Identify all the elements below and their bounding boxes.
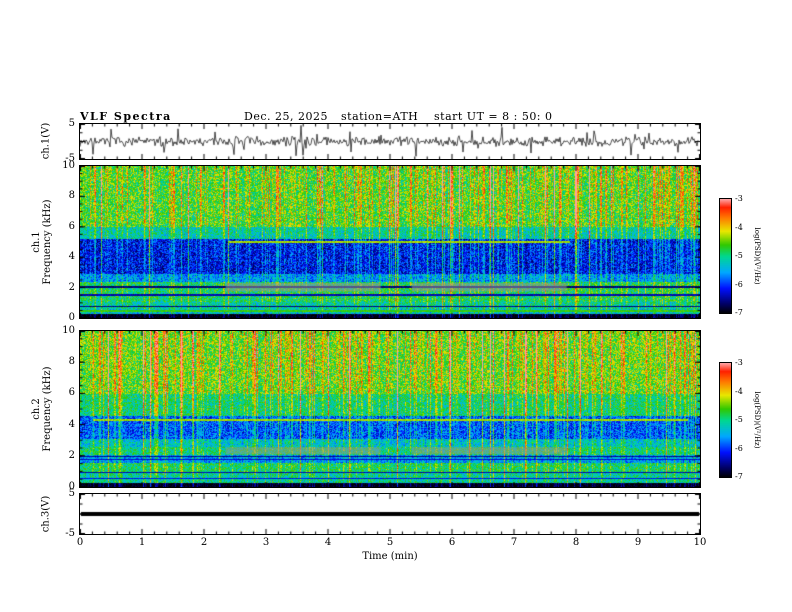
plot-title: VLF Spectra (80, 110, 172, 123)
x-tick-label: 9 (634, 537, 642, 548)
x-tick-label: 3 (262, 537, 270, 548)
ch2-frequency-tick-label: 0 (68, 481, 75, 492)
ch3-voltage-tick-label: -5 (65, 528, 75, 539)
plot-date: Dec. 25, 2025 (244, 110, 328, 123)
ch1-voltage-axis-label: ch.1(V) (40, 122, 52, 160)
x-tick-label: 4 (324, 537, 332, 548)
ch3-waveform-canvas (80, 494, 700, 534)
ch3-voltage-axis-label: ch.3(V) (40, 495, 52, 533)
colorbar-tick-label: -7 (735, 308, 743, 317)
ch2-frequency-tick-label: 8 (68, 356, 75, 368)
colorbar-2-canvas (720, 363, 731, 477)
ch1-spectrogram-canvas (80, 166, 700, 318)
colorbar-tick-label: -4 (735, 386, 743, 396)
ch1-frequency-axis-label: ch.1 Frequency (kHz) (31, 199, 53, 284)
plot-start-ut: start UT = 8 : 50: 0 (434, 110, 553, 123)
time-axis-label: Time (min) (362, 551, 418, 562)
x-tick-label: 1 (138, 537, 146, 548)
ch2-frequency-tick-label: 6 (68, 387, 75, 399)
x-tick-label: 5 (386, 537, 394, 548)
ch2-frequency-axis-label-line1: ch.2 (31, 398, 42, 420)
x-tick-label: 0 (76, 537, 84, 548)
x-tick-label: 10 (693, 537, 707, 548)
ch1-frequency-tick-label: 6 (68, 220, 75, 232)
x-tick-label: 6 (448, 537, 456, 548)
ch1-voltage-tick-label: -5 (65, 153, 75, 164)
ch1-frequency-tick-label: 2 (68, 281, 75, 293)
colorbar-2-label: log(PSD)(V²/Hz) (753, 391, 761, 449)
ch1-spectrogram-panel (79, 165, 701, 319)
colorbar-tick-label: -6 (735, 279, 743, 289)
x-tick-label: 8 (572, 537, 580, 548)
colorbar-1-label: log(PSD)(V²/Hz) (753, 227, 761, 285)
ch1-frequency-tick-label: 4 (68, 251, 75, 263)
colorbar-tick-label: -4 (735, 222, 743, 232)
colorbar-tick-label: -5 (735, 415, 743, 424)
x-tick-label: 2 (200, 537, 208, 548)
colorbar-tick-label: -5 (735, 251, 743, 260)
ch2-frequency-tick-label: 2 (68, 449, 75, 461)
colorbar-1 (719, 198, 732, 314)
colorbar-tick-label: -6 (735, 443, 743, 453)
colorbar-1-canvas (720, 199, 731, 313)
colorbar-tick-label: -3 (735, 358, 743, 367)
ch3-voltage-tick-label: 5 (68, 488, 75, 499)
ch1-frequency-tick-label: 10 (62, 160, 75, 171)
colorbar-tick-label: -3 (735, 194, 743, 203)
ch2-spectrogram-panel (79, 330, 701, 488)
ch1-frequency-axis-label-line2: Frequency (kHz) (42, 199, 53, 285)
colorbar-tick-label: -7 (735, 472, 743, 481)
plot-station: station=ATH (341, 110, 419, 123)
ch2-spectrogram-canvas (80, 331, 700, 487)
ch1-voltage-tick-label: 5 (68, 118, 75, 129)
ch1-waveform-canvas (80, 124, 700, 159)
ch1-waveform-panel (79, 123, 701, 160)
colorbar-2 (719, 362, 732, 478)
ch1-frequency-tick-label: 8 (68, 190, 75, 202)
ch3-waveform-panel (79, 493, 701, 535)
ch1-frequency-tick-label: 0 (68, 312, 75, 323)
ch2-frequency-tick-label: 10 (62, 325, 75, 336)
ch2-frequency-tick-label: 4 (68, 418, 75, 430)
ch1-frequency-axis-label-line1: ch.1 (31, 231, 42, 253)
x-tick-label: 7 (510, 537, 518, 548)
ch2-frequency-axis-label-line2: Frequency (kHz) (42, 366, 53, 452)
ch2-frequency-axis-label: ch.2 Frequency (kHz) (31, 366, 53, 451)
